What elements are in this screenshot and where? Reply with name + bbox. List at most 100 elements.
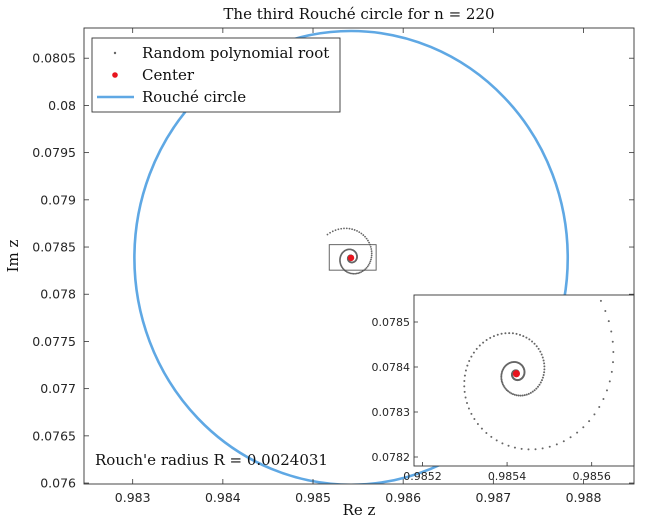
inset-root-point bbox=[555, 443, 558, 446]
inset-root-point bbox=[527, 448, 530, 451]
inset-y-tick-label: 0.0784 bbox=[372, 361, 411, 374]
inset-root-point bbox=[500, 375, 503, 378]
inset-root-point bbox=[475, 347, 478, 350]
inset-root-point bbox=[465, 402, 468, 405]
inset-root-point bbox=[523, 394, 526, 397]
inset-root-point bbox=[529, 391, 532, 394]
inset-root-point bbox=[511, 332, 514, 335]
root-point bbox=[369, 245, 372, 248]
inset-root-point bbox=[540, 353, 543, 356]
root-point bbox=[370, 252, 373, 255]
inset-root-point bbox=[543, 368, 546, 371]
legend-box bbox=[91, 37, 341, 113]
root-point bbox=[367, 239, 369, 242]
y-tick-label: 0.078 bbox=[40, 287, 76, 302]
x-tick-label: 0.985 bbox=[295, 490, 331, 505]
x-axis-label: Re z bbox=[343, 501, 376, 519]
inset-root-point bbox=[513, 393, 516, 396]
inset-root-point bbox=[517, 394, 520, 397]
inset-root-point bbox=[500, 378, 503, 381]
inset-root-point bbox=[515, 332, 518, 335]
y-tick-label: 0.0795 bbox=[32, 145, 76, 160]
inset-root-point bbox=[533, 389, 536, 392]
root-point bbox=[357, 272, 360, 275]
inset-root-point bbox=[605, 389, 608, 392]
inset-root-point bbox=[607, 320, 610, 323]
inset-root-point bbox=[562, 440, 565, 443]
inset-y-tick-label: 0.0782 bbox=[372, 451, 411, 464]
inset-root-point bbox=[464, 369, 467, 372]
inset-root-point bbox=[463, 374, 466, 377]
inset-root-point bbox=[522, 335, 525, 338]
root-point bbox=[329, 231, 331, 234]
inset-root-point bbox=[604, 309, 607, 312]
inset-x-tick-label: 0.9856 bbox=[572, 470, 611, 483]
inset-root-point bbox=[502, 384, 505, 387]
inset-root-point bbox=[539, 350, 542, 353]
zoom-box bbox=[328, 244, 377, 271]
inset-root-point bbox=[495, 439, 498, 442]
root-point bbox=[351, 228, 354, 231]
inset-root-point bbox=[536, 385, 539, 388]
inset-root-point bbox=[539, 381, 542, 384]
root-point bbox=[367, 263, 370, 266]
inset-root-point bbox=[504, 387, 507, 390]
inset-root-point bbox=[612, 361, 615, 364]
inset-y-tick-label: 0.0783 bbox=[372, 406, 411, 419]
y-tick-label: 0.0805 bbox=[32, 51, 76, 66]
plot-frame bbox=[83, 27, 635, 485]
inset-root-point bbox=[503, 386, 506, 389]
inset-root-point bbox=[582, 426, 585, 429]
root-point bbox=[370, 258, 372, 261]
inset-root-point bbox=[485, 431, 488, 434]
inset-root-point bbox=[501, 381, 504, 384]
inset-root-point bbox=[501, 383, 504, 386]
y-tick-label: 0.08 bbox=[48, 98, 76, 113]
inset-root-point bbox=[500, 372, 503, 375]
root-point bbox=[370, 250, 373, 253]
y-tick-label: 0.0765 bbox=[32, 428, 76, 443]
root-point bbox=[353, 229, 356, 231]
root-point bbox=[368, 241, 370, 244]
legend-center-marker bbox=[112, 72, 118, 78]
root-point bbox=[345, 227, 348, 230]
inset-root-point bbox=[501, 442, 504, 445]
inset-root-point bbox=[538, 383, 541, 386]
inset-root-point bbox=[528, 338, 531, 341]
root-point bbox=[369, 260, 372, 263]
root-point bbox=[364, 268, 367, 271]
root-point bbox=[343, 227, 345, 230]
inset-root-point bbox=[531, 340, 534, 343]
root-point bbox=[358, 231, 361, 234]
inset-root-point bbox=[535, 387, 538, 390]
rouche-circle bbox=[133, 29, 569, 484]
inset-root-point bbox=[527, 392, 530, 395]
root-point bbox=[354, 272, 357, 275]
root-point bbox=[370, 254, 373, 257]
inset-root-point bbox=[541, 376, 544, 379]
inset-root-point bbox=[472, 351, 475, 354]
inset-plot-area bbox=[463, 299, 615, 451]
inset-root-point bbox=[541, 447, 544, 450]
inset-root-point bbox=[478, 344, 481, 347]
inset-root-point bbox=[504, 332, 507, 335]
y-tick-label: 0.0775 bbox=[32, 334, 76, 349]
inset-root-point bbox=[485, 339, 488, 342]
inset-root-point bbox=[473, 418, 476, 421]
radius-annotation: Rouch'e radius R = 0.0024031 bbox=[95, 451, 328, 469]
root-point bbox=[364, 235, 366, 238]
inset-root-point bbox=[602, 397, 605, 400]
inset-root-point bbox=[470, 412, 473, 415]
inset-root-point bbox=[505, 389, 508, 392]
inset-root-point bbox=[593, 413, 596, 416]
inset-root-point bbox=[610, 330, 613, 333]
inset-root-point bbox=[464, 396, 467, 399]
root-point bbox=[351, 272, 354, 275]
root-point bbox=[361, 270, 364, 273]
x-tick-label: 0.984 bbox=[205, 490, 241, 505]
inset-root-point bbox=[482, 341, 485, 344]
inset-root-point bbox=[463, 385, 466, 388]
root-point bbox=[348, 227, 351, 230]
inset-root-point bbox=[480, 427, 483, 430]
inset-background bbox=[414, 295, 634, 466]
